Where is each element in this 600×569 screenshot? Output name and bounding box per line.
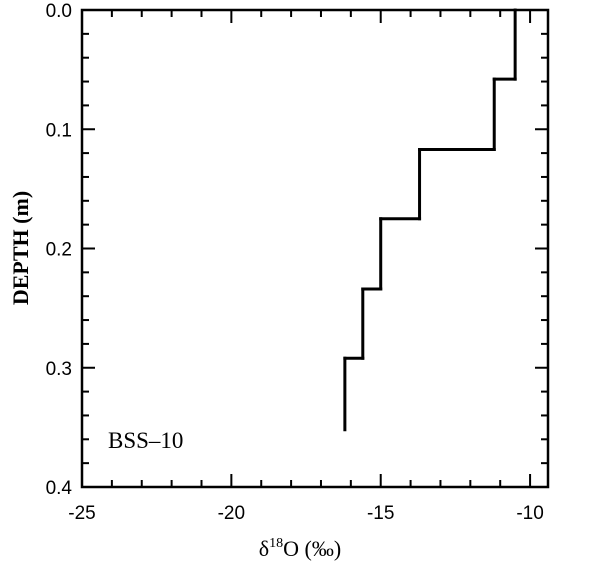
y-tick-label: 0.4 bbox=[46, 478, 73, 499]
y-axis-label: DEPTH (m) bbox=[8, 191, 33, 305]
x-label-part: O (‰) bbox=[283, 536, 341, 561]
y-tick-label: 0.2 bbox=[46, 240, 72, 261]
x-label-sup: 18 bbox=[269, 536, 283, 551]
x-tick-label: -15 bbox=[367, 503, 394, 524]
plot-frame bbox=[80, 8, 550, 489]
annotation: BSS–10 bbox=[108, 428, 183, 453]
y-tick-label: 0.0 bbox=[46, 1, 72, 22]
x-tick-label: -25 bbox=[68, 503, 95, 524]
x-axis-label: δ18O (‰) bbox=[259, 536, 341, 561]
x-tick-label: -10 bbox=[516, 503, 543, 524]
x-label-part: δ bbox=[259, 536, 269, 561]
y-tick-label: 0.3 bbox=[46, 359, 72, 380]
y-tick-label: 0.1 bbox=[46, 120, 72, 141]
x-tick-label: -20 bbox=[218, 503, 245, 524]
